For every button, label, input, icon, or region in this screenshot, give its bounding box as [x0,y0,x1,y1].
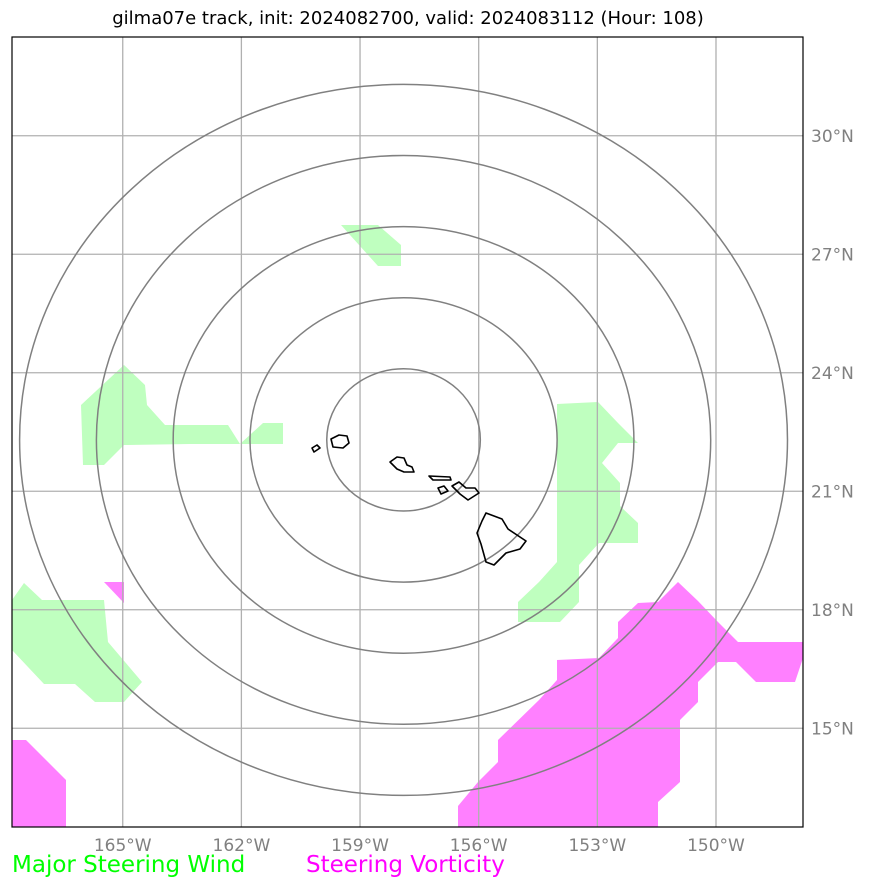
range-ring [172,225,635,654]
range-ring [95,154,712,726]
latitude-tick-label: 15°N [811,719,854,739]
steering-wind-regions [12,225,638,702]
longitude-tick-label: 159°W [331,836,389,856]
longitude-labels: 165°W 162°W 159°W 156°W 153°W 150°W [94,836,745,856]
longitude-tick-label: 150°W [687,836,745,856]
latitude-tick-label: 21°N [811,482,854,502]
hawaii-big-island [476,512,527,566]
legend-steering-wind: Major Steering Wind [12,852,246,878]
range-ring [18,83,789,797]
kauai-island [330,434,350,449]
latitude-tick-label: 30°N [811,127,854,147]
map-frame [11,36,804,828]
lanai-island [437,485,449,495]
latitude-tick-label: 18°N [811,601,854,621]
latitude-labels: 15°N 18°N 21°N 24°N 27°N 30°N [811,127,854,740]
wind-region-east [518,402,638,622]
longitude-tick-label: 165°W [94,836,152,856]
range-ring [249,296,558,583]
vorticity-region-southwest [12,740,66,827]
map-title: gilma07e track, init: 2024082700, valid:… [112,8,704,29]
vorticity-region-small [104,582,124,603]
longitude-tick-label: 156°W [450,836,508,856]
range-rings [18,83,789,797]
oahu-island [389,456,415,473]
niihau-island [311,444,321,453]
hawaiian-islands-coastline [311,434,527,566]
range-ring [326,368,482,512]
graticule [12,37,803,827]
wind-region-west-island [81,365,283,465]
wind-region-north [341,225,401,266]
vorticity-region-southeast [458,582,803,827]
latitude-tick-label: 27°N [811,245,854,265]
wind-region-southwest [12,583,142,702]
longitude-tick-label: 162°W [213,836,271,856]
maui-island [451,481,480,501]
steering-vorticity-regions [12,582,803,827]
longitude-tick-label: 153°W [568,836,626,856]
legend-steering-vorticity: Steering Vorticity [306,852,505,878]
molokai-island [428,475,452,481]
latitude-tick-label: 24°N [811,364,854,384]
